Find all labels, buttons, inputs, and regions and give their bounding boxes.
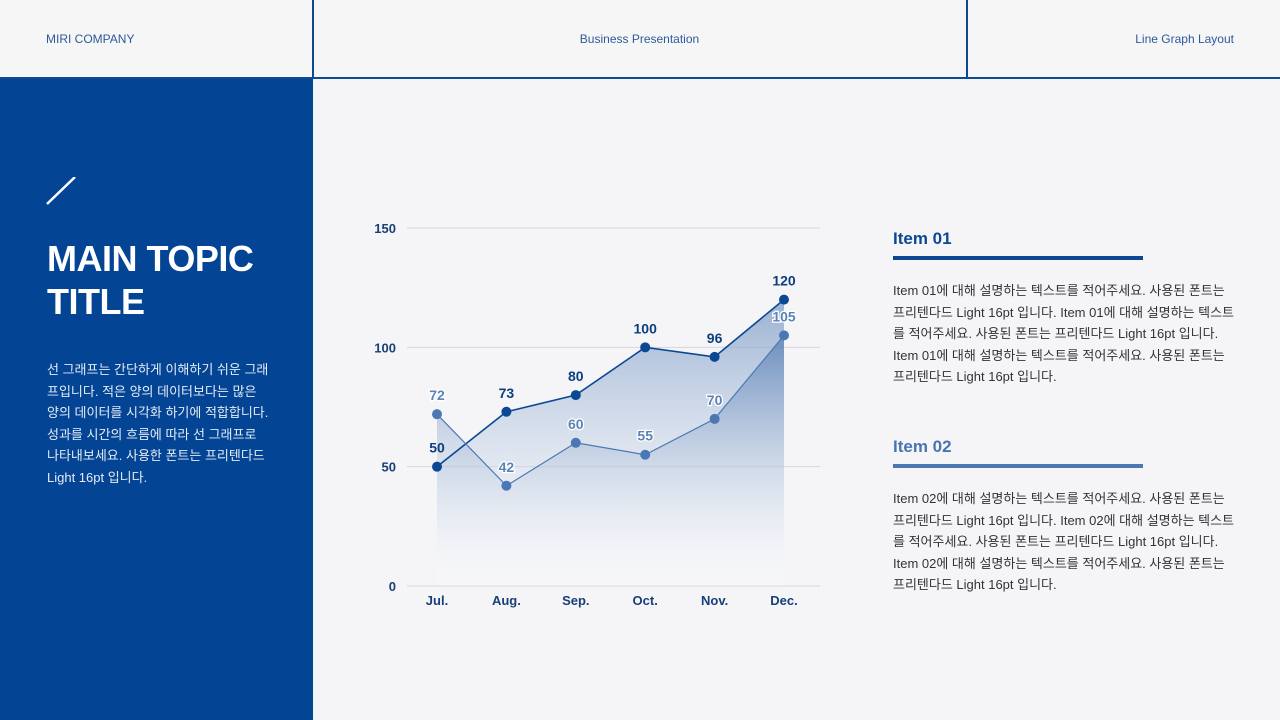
- sidebar-panel: MAIN TOPIC TITLE 선 그래프는 간단하게 이해하기 쉬운 그래프…: [0, 79, 313, 720]
- y-tick-label: 0: [389, 579, 396, 594]
- data-label: 42: [499, 459, 515, 475]
- item-02-block: Item 02 Item 02에 대해 설명하는 텍스트를 적어주세요. 사용된…: [893, 437, 1238, 596]
- header-bar: MIRI COMPANY Business Presentation Line …: [0, 0, 1280, 79]
- company-name: MIRI COMPANY: [46, 31, 135, 46]
- data-label: 55: [637, 428, 653, 444]
- data-point: [501, 480, 512, 491]
- data-label: 50: [429, 440, 445, 456]
- presentation-label: Business Presentation: [579, 31, 700, 46]
- header-divider: [312, 0, 314, 78]
- y-tick-label: 50: [382, 460, 396, 475]
- data-label: 72: [429, 387, 445, 403]
- title-line-1: MAIN TOPIC: [47, 238, 254, 279]
- data-label: 60: [568, 416, 584, 432]
- data-label: 105: [772, 308, 796, 324]
- item-01-title: Item 01: [893, 229, 952, 248]
- data-label: 73: [499, 385, 515, 401]
- data-label: 120: [772, 273, 796, 289]
- y-tick-label: 150: [374, 221, 396, 236]
- layout-label: Line Graph Layout: [1135, 31, 1234, 46]
- data-label: 70: [707, 392, 723, 408]
- sidebar-description: 선 그래프는 간단하게 이해하기 쉬운 그래프입니다. 적은 양의 데이터보다는…: [47, 362, 269, 485]
- slash-icon: [46, 177, 76, 205]
- data-point: [640, 342, 651, 353]
- data-label: 80: [568, 368, 584, 384]
- data-point: [570, 390, 581, 401]
- series-line: [436, 298, 785, 468]
- data-label: 96: [707, 330, 723, 346]
- x-tick-label: Dec.: [770, 593, 797, 608]
- item-02-underline: [893, 464, 1143, 468]
- data-point: [779, 294, 789, 305]
- x-tick-label: Aug.: [492, 593, 521, 608]
- data-point: [779, 330, 789, 341]
- data-point: [640, 449, 651, 460]
- main-title: MAIN TOPIC TITLE: [47, 237, 254, 323]
- data-point: [709, 413, 720, 424]
- line-chart: 0 50 100 150 50 73 80 100 96 120 72 42 60 55 70 105 Jul.…: [374, 221, 820, 608]
- series-line: [436, 335, 785, 487]
- data-point: [432, 461, 442, 472]
- data-point: [570, 437, 581, 448]
- item-01-block: Item 01 Item 01에 대해 설명하는 텍스트를 적어주세요. 사용된…: [893, 229, 1238, 388]
- title-line-2: TITLE: [47, 281, 145, 322]
- series-area: [437, 335, 784, 586]
- header-divider: [966, 0, 968, 78]
- data-point: [709, 351, 720, 362]
- data-point: [501, 406, 512, 417]
- data-label: 100: [634, 320, 658, 336]
- item-02-text: Item 02에 대해 설명하는 텍스트를 적어주세요. 사용된 폰트는 프리텐…: [893, 491, 1235, 592]
- item-01-text: Item 01에 대해 설명하는 텍스트를 적어주세요. 사용된 폰트는 프리텐…: [893, 283, 1235, 384]
- y-tick-label: 100: [374, 340, 396, 355]
- x-tick-label: Jul.: [426, 593, 448, 608]
- item-02-title: Item 02: [893, 437, 952, 456]
- x-tick-label: Oct.: [633, 593, 658, 608]
- data-point: [432, 409, 442, 420]
- x-tick-label: Sep.: [562, 593, 589, 608]
- x-tick-label: Nov.: [701, 593, 728, 608]
- item-01-underline: [893, 256, 1143, 260]
